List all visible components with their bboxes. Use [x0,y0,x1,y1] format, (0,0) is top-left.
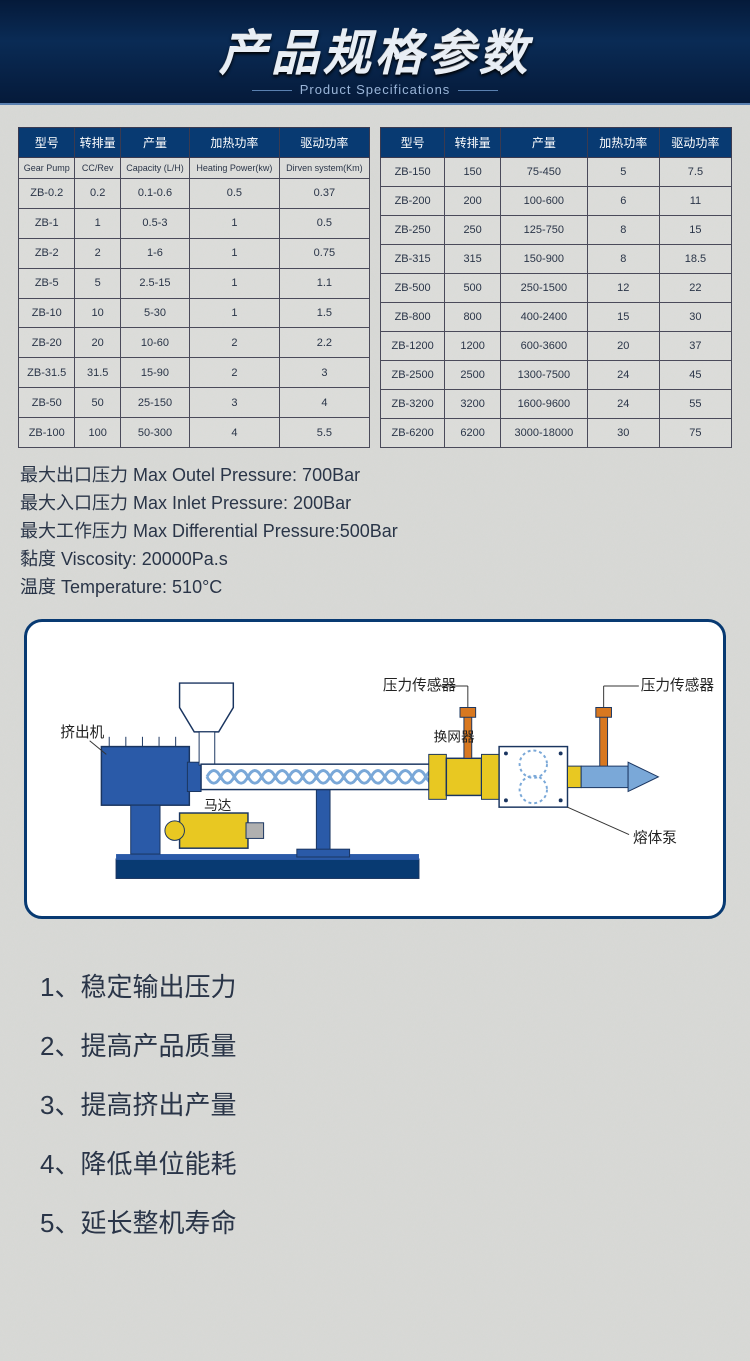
banner-title: 产品规格参数 [0,14,750,84]
spec-table-1: 型号 转排量 产量 加热功率 驱动功率 Gear Pump CC/Rev Cap… [18,127,370,448]
table-row: ZB-10105-3011.5 [19,298,370,328]
table-row: ZB-320032001600-96002455 [381,390,732,419]
svg-text:挤出机: 挤出机 [60,724,104,741]
table-row: ZB-552.5-1511.1 [19,268,370,298]
col-capacity: 产量 [120,128,189,158]
table-row: ZB-31.531.515-9023 [19,358,370,388]
col-model: 型号 [381,128,445,158]
table-header-row: 型号 转排量 产量 加热功率 驱动功率 [381,128,732,158]
table-row: ZB-202010-6022.2 [19,328,370,358]
col-cc: 转排量 [75,128,120,158]
table-row: ZB-0.20.20.1-0.60.50.37 [19,179,370,209]
spec-table-2: 型号 转排量 产量 加热功率 驱动功率 ZB-15015075-45057.5Z… [380,127,732,448]
note-line: 最大出口压力 Max Outel Pressure: 700Bar [20,462,730,490]
table-row: ZB-250250125-750815 [381,216,732,245]
table-row: ZB-315315150-900818.5 [381,245,732,274]
col-heat: 加热功率 [587,128,659,158]
benefit-item: 5、延长整机寿命 [40,1203,710,1240]
banner-subtitle: Product Specifications [0,82,750,97]
col-cc: 转排量 [445,128,501,158]
note-line: 黏度 Viscosity: 20000Pa.s [20,546,730,574]
col-capacity: 产量 [501,128,588,158]
table-row: ZB-500500250-15001222 [381,274,732,303]
col-drive: 驱动功率 [659,128,731,158]
table-row: ZB-200200100-600611 [381,187,732,216]
table-row: ZB-12001200600-36002037 [381,332,732,361]
col-model: 型号 [19,128,75,158]
table-row: ZB-505025-15034 [19,388,370,418]
table-row: ZB-800800400-24001530 [381,303,732,332]
svg-text:压力传感器: 压力传感器 [383,677,457,694]
extruder-diagram: 挤出机马达 压力传感器换网器 压力传感器熔体泵 [33,636,717,906]
note-line: 最大入口压力 Max Inlet Pressure: 200Bar [20,490,730,518]
diagram-box: 挤出机马达 压力传感器换网器 压力传感器熔体泵 [24,619,726,919]
table-row: ZB-221-610.75 [19,238,370,268]
table-row: ZB-620062003000-180003075 [381,419,732,448]
table-row: ZB-15015075-45057.5 [381,158,732,187]
col-heat: 加热功率 [190,128,280,158]
note-line: 温度 Temperature: 510°C [20,574,730,602]
benefit-item: 3、提高挤出产量 [40,1085,710,1122]
spec-notes: 最大出口压力 Max Outel Pressure: 700Bar最大入口压力 … [0,456,750,619]
note-line: 最大工作压力 Max Differential Pressure:500Bar [20,518,730,546]
svg-text:压力传感器: 压力传感器 [641,677,715,694]
col-drive: 驱动功率 [279,128,369,158]
banner: 产品规格参数 Product Specifications [0,0,750,105]
table-row: ZB-110.5-310.5 [19,208,370,238]
svg-text:熔体泵: 熔体泵 [633,830,677,847]
spec-tables: 型号 转排量 产量 加热功率 驱动功率 Gear Pump CC/Rev Cap… [0,105,750,456]
table-header-row: 型号 转排量 产量 加热功率 驱动功率 [19,128,370,158]
benefit-item: 1、稳定输出压力 [40,967,710,1004]
benefit-item: 2、提高产品质量 [40,1026,710,1063]
table-subheader-row: Gear Pump CC/Rev Capacity (L/H) Heating … [19,158,370,179]
svg-text:马达: 马达 [204,799,232,814]
table-row: ZB-10010050-30045.5 [19,418,370,448]
svg-text:换网器: 换网器 [434,729,475,745]
benefits-list: 1、稳定输出压力 2、提高产品质量 3、提高挤出产量 4、降低单位能耗 5、延长整机寿命 [0,919,750,1302]
benefit-item: 4、降低单位能耗 [40,1144,710,1181]
table-row: ZB-250025001300-75002445 [381,361,732,390]
